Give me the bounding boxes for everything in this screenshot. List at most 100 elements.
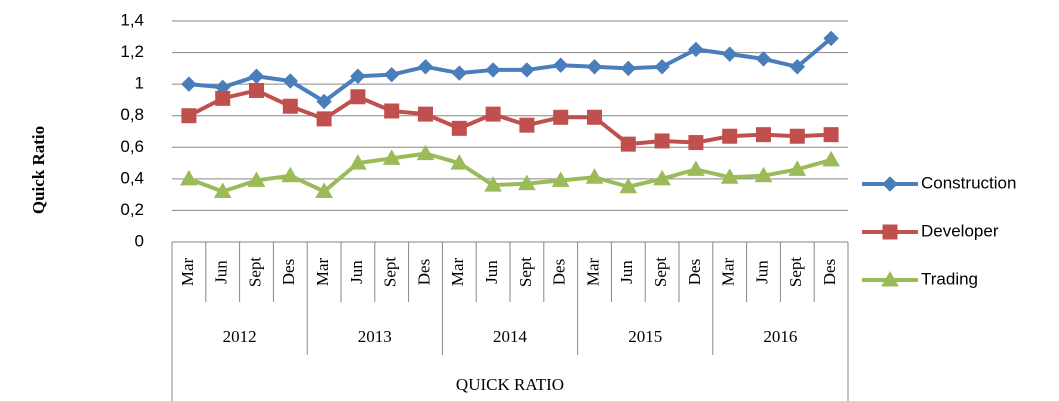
x-tick-label: Jun: [617, 260, 636, 284]
data-point: [249, 82, 264, 98]
y-tick-label: 1,2: [120, 42, 144, 61]
x-tick-label: Des: [820, 259, 839, 285]
x-tick-label: Des: [414, 259, 433, 285]
data-point: [553, 109, 569, 125]
data-point: [181, 108, 197, 124]
data-point: [653, 169, 671, 186]
data-point: [551, 171, 570, 187]
data-point: [213, 182, 232, 198]
data-point: [587, 109, 602, 125]
y-tick-label: 0: [135, 231, 144, 250]
series-line: [188, 151, 832, 194]
legend-label: Developer: [921, 221, 999, 240]
data-point: [620, 136, 636, 152]
data-point: [552, 57, 569, 73]
data-point: [822, 150, 840, 167]
x-tick-label: Sept: [651, 257, 670, 288]
y-tick-label: 0,6: [120, 137, 144, 156]
x-tick-label: Des: [279, 259, 298, 285]
data-point: [722, 128, 738, 144]
group-label: 2013: [358, 327, 392, 346]
data-point: [620, 60, 637, 77]
data-point: [349, 154, 367, 170]
data-point: [316, 93, 332, 110]
y-tick-label: 1: [135, 74, 144, 93]
data-point: [688, 135, 704, 151]
x-tick-label: Jun: [752, 260, 771, 284]
group-label: 2012: [223, 327, 257, 346]
x-tick-label: Mar: [583, 258, 602, 287]
group-label: 2016: [763, 327, 797, 346]
x-tick-label: Jun: [212, 260, 231, 284]
x-tick-label: Mar: [448, 258, 467, 287]
x-tick-label: Sept: [516, 257, 535, 288]
data-point: [756, 127, 771, 143]
y-tick-label: 0,8: [120, 105, 144, 124]
data-point: [450, 154, 469, 170]
data-point: [418, 106, 433, 122]
data-point: [789, 128, 805, 144]
data-point: [383, 66, 400, 83]
data-point: [247, 171, 266, 187]
y-tick-label: 1,4: [120, 10, 144, 29]
y-tick-label: 0,4: [120, 168, 144, 187]
data-point: [485, 62, 501, 78]
x-tick-label: Mar: [719, 258, 738, 287]
data-point: [688, 41, 704, 58]
x-tick-label: Sept: [786, 257, 805, 288]
x-tick-label: Des: [685, 259, 704, 285]
x-tick-label: Mar: [178, 258, 197, 287]
data-point: [654, 59, 670, 75]
data-point: [281, 166, 300, 183]
y-axis-label: Quick Ratio: [29, 126, 48, 214]
data-point: [350, 68, 366, 84]
legend-marker: [881, 270, 899, 287]
data-point: [282, 73, 299, 89]
x-axis-label: QUICK RATIO: [456, 375, 564, 394]
y-tick-label: 0,2: [120, 200, 144, 219]
x-tick-label: Sept: [245, 257, 264, 288]
data-point: [585, 168, 604, 184]
x-tick-label: Jun: [482, 260, 501, 284]
data-point: [416, 144, 435, 161]
x-tick-label: Sept: [381, 257, 400, 288]
data-point: [519, 62, 535, 78]
data-point: [384, 103, 400, 119]
data-point: [484, 176, 502, 192]
group-label: 2015: [628, 327, 662, 346]
data-point: [789, 59, 806, 75]
data-point: [417, 59, 434, 75]
data-point: [350, 89, 366, 105]
data-point: [451, 65, 468, 81]
data-point: [181, 76, 197, 92]
data-point: [720, 168, 739, 184]
data-point: [315, 182, 333, 198]
series-line: [188, 36, 833, 104]
legend-label: Trading: [921, 269, 978, 288]
data-point: [518, 174, 536, 191]
data-point: [451, 120, 467, 136]
data-point: [215, 90, 231, 106]
data-point: [687, 160, 705, 176]
data-point: [721, 46, 738, 62]
data-point: [788, 160, 807, 176]
data-point: [180, 169, 198, 186]
data-point: [619, 177, 638, 194]
data-point: [654, 133, 670, 149]
x-tick-label: Mar: [313, 258, 332, 287]
legend-marker: [882, 176, 898, 192]
data-point: [316, 111, 332, 127]
data-point: [823, 30, 839, 47]
x-tick-label: Jun: [347, 260, 366, 284]
data-point: [823, 127, 839, 143]
data-point: [248, 68, 265, 84]
data-point: [382, 149, 401, 165]
data-point: [282, 98, 298, 114]
legend-marker: [882, 224, 898, 240]
x-tick-label: Des: [550, 259, 569, 285]
data-point: [586, 59, 603, 75]
data-point: [754, 166, 773, 183]
data-point: [519, 117, 535, 133]
